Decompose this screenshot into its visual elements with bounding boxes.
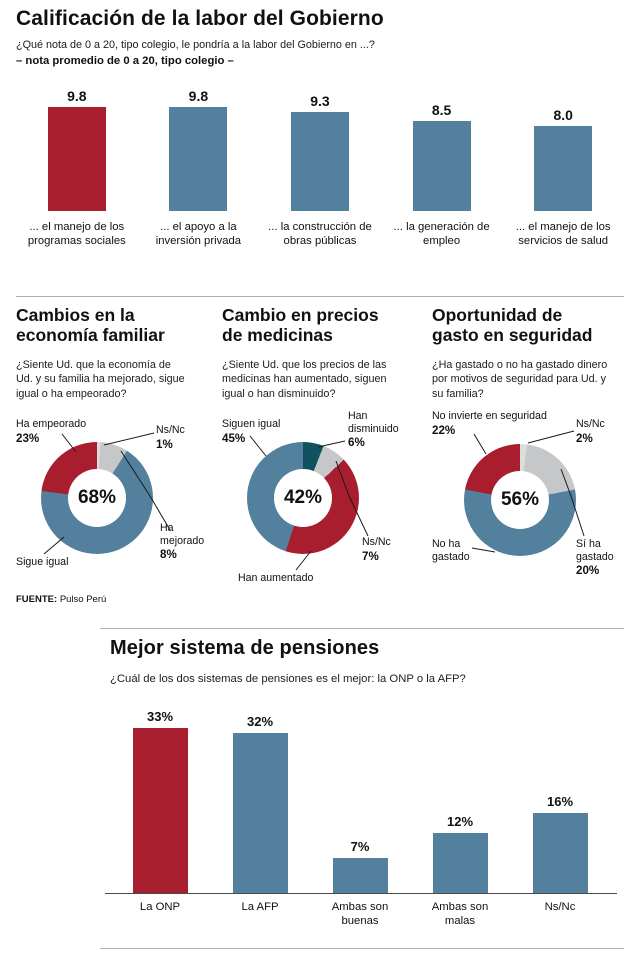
category-label: Ambas son buenas	[331, 901, 389, 928]
bar-value-label: 9.8	[67, 88, 87, 104]
bar-servicios-salud: 8.0	[534, 107, 593, 211]
section-divider	[100, 948, 624, 949]
category-label: Ambas son malas	[431, 901, 489, 928]
bar-value-label: 8.5	[431, 102, 452, 118]
donut-center-value: 68%	[68, 469, 126, 527]
economia-donut-chart: 68%	[41, 442, 153, 554]
bar-column: 33%	[110, 709, 210, 893]
seguridad-donut-chart: 56%	[464, 444, 576, 556]
segment-label-sigue-igual: Sigue igual	[16, 556, 69, 568]
segment-label-han-aumentado: Han aumentado	[238, 572, 314, 584]
segment-label-nsnc: Ns/Nc 7%	[362, 536, 391, 563]
pensiones-bar-chart: 33% 32% 7% 12% 16%	[110, 709, 610, 893]
bar-ambas-buenas: 7%	[332, 839, 388, 893]
donut-center-value: 42%	[274, 469, 332, 527]
bar-column: 16%	[510, 728, 610, 893]
gobierno-note: – nota promedio de 0 a 20, tipo colegio …	[16, 55, 234, 67]
segment-label-no-ha-gastado: No ha gastado	[432, 538, 470, 563]
bar-column: 8.5	[381, 102, 503, 211]
medicinas-question: ¿Siente Ud. que los precios de las medic…	[222, 359, 387, 400]
medicinas-donut-chart: 42%	[247, 442, 359, 554]
segment-label-nsnc: Ns/Nc 2%	[576, 418, 605, 445]
gobierno-question: ¿Qué nota de 0 a 20, tipo colegio, le po…	[16, 39, 375, 51]
seguridad-title: Oportunidad de gasto en seguridad	[432, 305, 593, 345]
gobierno-category-labels: ... el manejo de los programas sociales …	[16, 220, 624, 248]
bar-column: 8.0	[502, 107, 624, 211]
segment-label-nsnc: Ns/Nc 1%	[156, 424, 185, 451]
bar-column: 7%	[310, 728, 410, 893]
bar-value-label: 32%	[246, 714, 274, 729]
pensiones-category-labels: La ONP La AFP Ambas son buenas Ambas son…	[110, 900, 610, 928]
economia-question: ¿Siente Ud. que la economía de Ud. y su …	[16, 359, 185, 400]
bar-value-label: 33%	[146, 709, 174, 724]
bar-column: 32%	[210, 714, 310, 893]
section-divider	[100, 628, 624, 629]
pensiones-title: Mejor sistema de pensiones	[110, 637, 380, 659]
seguridad-question: ¿Ha gastado o no ha gastado dinero por m…	[432, 359, 608, 400]
bar-column: 12%	[410, 728, 510, 893]
bar-value-label: 7%	[350, 839, 370, 854]
bar-inversion-privada: 9.8	[169, 88, 228, 211]
category-label: La ONP	[139, 901, 181, 913]
category-label: ... el manejo de los servicios de salud	[515, 221, 611, 248]
category-label: ... el apoyo a la inversión privada	[155, 221, 242, 248]
segment-label-no-invierte: No invierte en seguridad 22%	[432, 410, 547, 437]
donut-center-value: 56%	[491, 471, 549, 529]
gobierno-bar-chart: 9.8 9.8 9.3 8.5 8.0	[16, 88, 624, 211]
bar-column: 9.8	[16, 88, 138, 211]
bar-value-label: 16%	[546, 794, 574, 809]
bar-nsnc: 16%	[532, 794, 588, 893]
segment-label-si-ha-gastado: Sí ha gastado 20%	[576, 538, 614, 577]
category-label: ... la construcción de obras públicas	[268, 221, 372, 248]
source-credit: FUENTE: Pulso Perú	[16, 594, 107, 605]
medicinas-title: Cambio en precios de medicinas	[222, 305, 379, 345]
bar-obras-publicas: 9.3	[290, 93, 349, 211]
bar-value-label: 9.3	[310, 93, 330, 109]
donut-section: Cambios en la economía familiar ¿Siente …	[0, 300, 640, 632]
bar-column: 9.8	[138, 88, 260, 211]
segment-label-siguen-igual: Siguen igual 45%	[222, 418, 281, 445]
pensiones-question: ¿Cuál de los dos sistemas de pensiones e…	[110, 673, 466, 685]
bar-column: 9.3	[259, 93, 381, 211]
bar-la-afp: 32%	[232, 714, 288, 893]
bar-value-label: 12%	[446, 814, 474, 829]
bar-value-label: 9.8	[188, 88, 209, 104]
section-divider	[16, 296, 624, 297]
segment-label-ha-mejorado: Ha mejorado 8%	[160, 522, 205, 561]
segment-label-han-disminuido: Han disminuido 6%	[348, 410, 399, 449]
bar-la-onp: 33%	[132, 709, 188, 893]
category-label: ... la generación de empleo	[393, 221, 490, 248]
bar-ambas-malas: 12%	[432, 814, 488, 893]
bar-programas-sociales: 9.8	[47, 88, 106, 211]
category-label: La AFP	[241, 901, 279, 913]
economia-title: Cambios en la economía familiar	[16, 305, 165, 345]
category-label: Ns/Nc	[544, 901, 576, 913]
gobierno-title: Calificación de la labor del Gobierno	[16, 7, 384, 30]
segment-label-ha-empeorado: Ha empeorado 23%	[16, 418, 87, 445]
category-label: ... el manejo de los programas sociales	[27, 221, 126, 248]
pensiones-axis-baseline	[105, 893, 617, 894]
bar-empleo: 8.5	[412, 102, 471, 211]
bar-value-label: 8.0	[553, 107, 573, 123]
